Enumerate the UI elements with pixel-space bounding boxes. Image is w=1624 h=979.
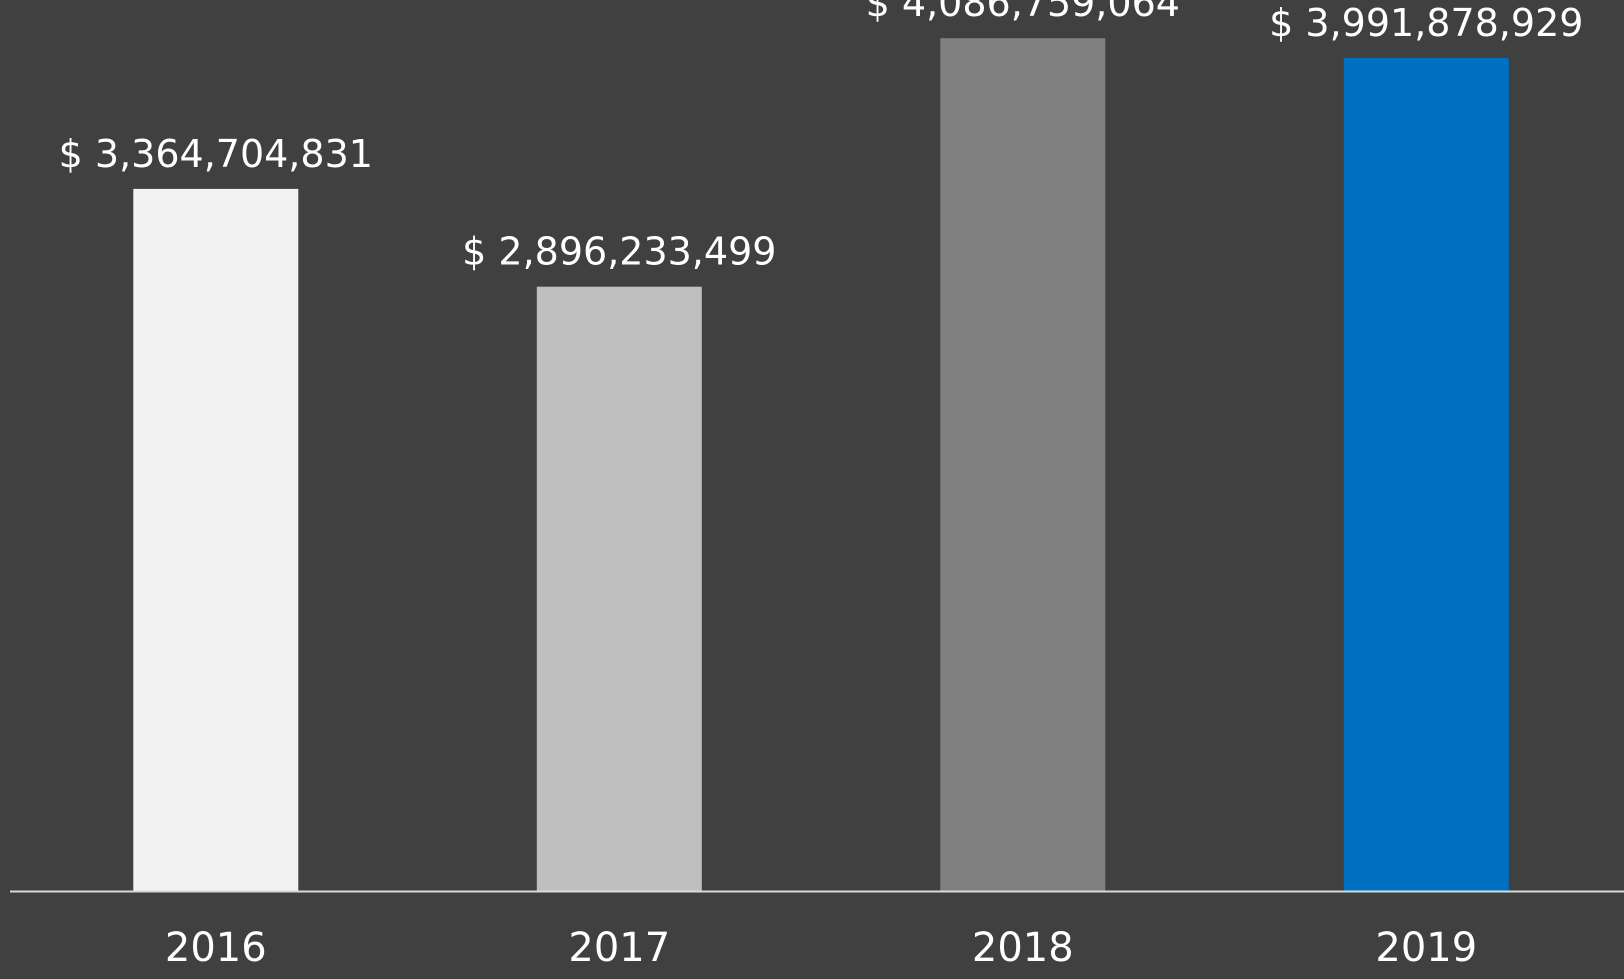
bar-2018 — [940, 38, 1106, 891]
x-tick-label-2016: 2016 — [165, 925, 267, 971]
data-label-2016: $ 3,364,704,831 — [59, 132, 373, 176]
data-label-2019: $ 3,991,878,929 — [1269, 1, 1583, 45]
bars-group — [133, 38, 1509, 891]
bar-2017 — [536, 286, 702, 891]
x-tick-label-2017: 2017 — [568, 925, 670, 971]
x-tick-label-2019: 2019 — [1375, 925, 1477, 971]
data-label-2017: $ 2,896,233,499 — [462, 230, 776, 274]
bar-2016 — [133, 188, 299, 891]
x-tick-labels-group: 2016 2017 2018 2019 — [165, 925, 1477, 971]
x-tick-label-2018: 2018 — [972, 925, 1074, 971]
bar-2019 — [1343, 58, 1509, 891]
value-labels-group: $ 3,364,704,831 $ 2,896,233,499 $ 4,086,75… — [59, 0, 1584, 274]
data-label-2018: $ 4,086,759,064 — [866, 0, 1180, 25]
